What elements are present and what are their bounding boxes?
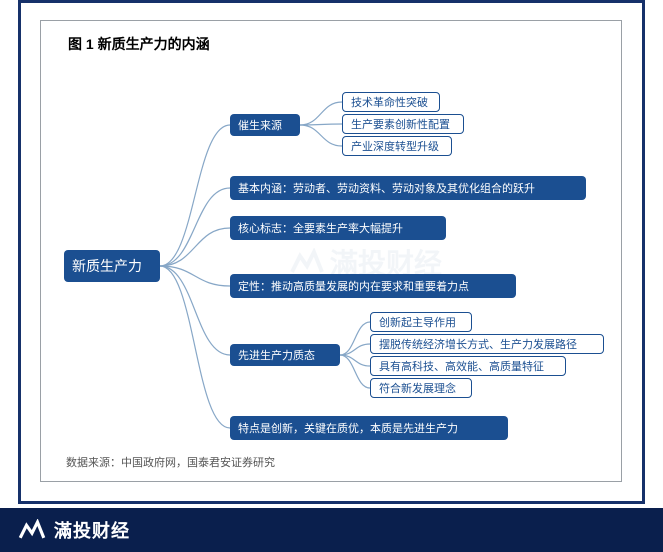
data-source: 数据来源：中国政府网，国泰君安证券研究 bbox=[66, 454, 275, 470]
leaf-node-4-2: 具有高科技、高效能、高质量特征 bbox=[370, 356, 566, 376]
branch-node-0: 催生来源 bbox=[230, 114, 300, 136]
root-node: 新质生产力 bbox=[64, 250, 160, 282]
leaf-node-4-0: 创新起主导作用 bbox=[370, 312, 472, 332]
branch-node-4: 先进生产力质态 bbox=[230, 344, 340, 366]
branch-node-3: 定性：推动高质量发展的内在要求和重要着力点 bbox=[230, 274, 516, 298]
branch-node-5: 特点是创新，关键在质优，本质是先进生产力 bbox=[230, 416, 508, 440]
footer-bar: 滿投财经 bbox=[0, 508, 663, 552]
branch-node-2: 核心标志：全要素生产率大幅提升 bbox=[230, 216, 446, 240]
leaf-node-0-2: 产业深度转型升级 bbox=[342, 136, 452, 156]
diagram-canvas: 滿投财经 新质生产力催生来源技术革命性突破生产要素创新性配置产业深度转型升级基本… bbox=[40, 56, 622, 444]
leaf-node-0-1: 生产要素创新性配置 bbox=[342, 114, 464, 134]
figure-title: 图 1 新质生产力的内涵 bbox=[68, 34, 210, 54]
leaf-node-4-1: 摆脱传统经济增长方式、生产力发展路径 bbox=[370, 334, 604, 354]
leaf-node-4-3: 符合新发展理念 bbox=[370, 378, 472, 398]
brand-name: 滿投财经 bbox=[54, 517, 130, 543]
brand-logo-icon bbox=[18, 519, 46, 541]
leaf-node-0-0: 技术革命性突破 bbox=[342, 92, 440, 112]
branch-node-1: 基本内涵：劳动者、劳动资料、劳动对象及其优化组合的跃升 bbox=[230, 176, 586, 200]
